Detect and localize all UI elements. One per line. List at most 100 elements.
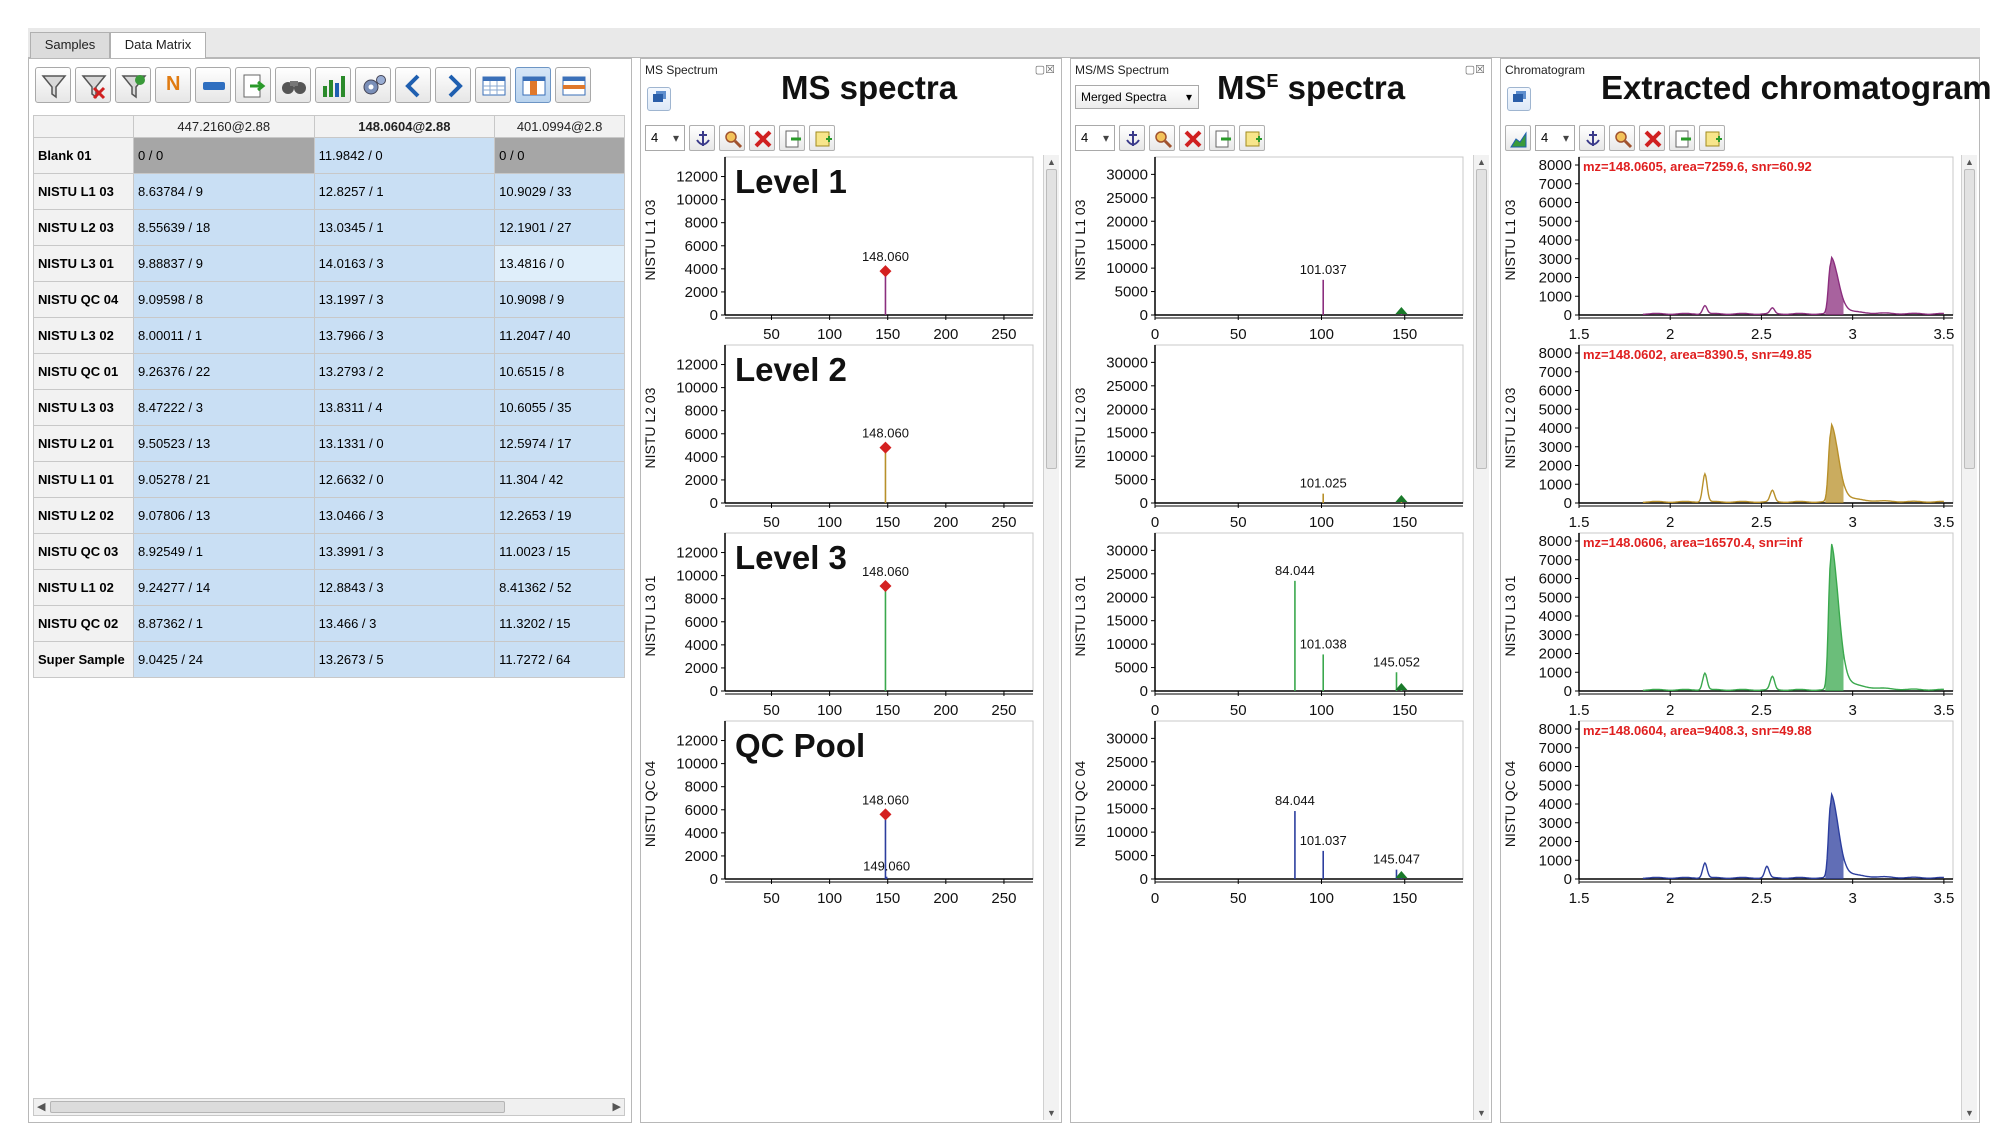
bar-chart-button[interactable]	[315, 67, 351, 103]
panel-close-icon[interactable]: ▢☒	[1034, 64, 1055, 76]
data-cell[interactable]: 8.63784 / 9	[132, 173, 315, 210]
data-cell[interactable]: 10.6515 / 8	[494, 353, 625, 390]
data-cell[interactable]: 12.8843 / 3	[313, 569, 496, 606]
settings-button[interactable]	[355, 67, 391, 103]
view-mode-button[interactable]	[1507, 87, 1531, 111]
data-cell[interactable]: 9.88837 / 9	[132, 245, 315, 282]
zoom-button[interactable]	[719, 125, 745, 151]
data-cell[interactable]: 10.6055 / 35	[494, 389, 625, 426]
scroll-left-icon[interactable]: ◀	[37, 1101, 46, 1113]
data-cell[interactable]: 13.3991 / 3	[313, 533, 496, 570]
data-cell[interactable]: 13.4816 / 0	[494, 245, 625, 282]
row-header[interactable]: NISTU QC 04	[33, 281, 134, 318]
filter-button[interactable]	[35, 67, 71, 103]
previous-button[interactable]	[395, 67, 431, 103]
row-header[interactable]: Super Sample	[33, 641, 134, 678]
export-button[interactable]	[1209, 125, 1235, 151]
vertical-scrollbar[interactable]: ▲ ▼	[1473, 155, 1489, 1120]
scroll-up-icon[interactable]: ▲	[1047, 157, 1056, 167]
row-header[interactable]: NISTU L1 02	[33, 569, 134, 606]
scroll-down-icon[interactable]: ▼	[1047, 1108, 1056, 1118]
clear-button[interactable]	[749, 125, 775, 151]
table-row[interactable]: NISTU QC 01 9.26376 / 22 13.2793 / 2 10.651…	[33, 353, 625, 390]
data-cell[interactable]: 9.0425 / 24	[132, 641, 315, 678]
panel-close-icon[interactable]: ▢☒	[1464, 64, 1485, 76]
table-row[interactable]: NISTU QC 03 8.92549 / 1 13.3991 / 3 11.0023…	[33, 533, 625, 570]
column-header[interactable]: 447.2160@2.88	[132, 115, 315, 138]
data-cell[interactable]: 9.07806 / 13	[132, 497, 315, 534]
table-row[interactable]: NISTU L3 02 8.00011 / 1 13.7966 / 3 11.2047…	[33, 317, 625, 354]
anchor-button[interactable]	[689, 125, 715, 151]
table-row[interactable]: NISTU L2 03 8.55639 / 18 13.0345 / 1 12.190…	[33, 209, 625, 246]
column-header[interactable]: 401.0994@2.8	[494, 115, 625, 138]
row-header[interactable]: NISTU L1 01	[33, 461, 134, 498]
data-cell[interactable]: 13.0466 / 3	[313, 497, 496, 534]
data-cell[interactable]: 13.7966 / 3	[313, 317, 496, 354]
tab-data-matrix[interactable]: Data Matrix	[110, 32, 206, 59]
data-cell[interactable]: 8.47222 / 3	[132, 389, 315, 426]
scrollbar-thumb[interactable]	[1046, 169, 1057, 469]
data-cell[interactable]: 9.24277 / 14	[132, 569, 315, 606]
row-header[interactable]: NISTU L3 03	[33, 389, 134, 426]
table-row[interactable]: NISTU L1 03 8.63784 / 9 12.8257 / 1 10.9029…	[33, 173, 625, 210]
data-cell[interactable]: 13.2793 / 2	[313, 353, 496, 390]
data-cell[interactable]: 13.2673 / 5	[313, 641, 496, 678]
column-view-button[interactable]	[515, 67, 551, 103]
export-button[interactable]	[1669, 125, 1695, 151]
remove-button[interactable]	[195, 67, 231, 103]
data-cell[interactable]: 8.00011 / 1	[132, 317, 315, 354]
data-cell[interactable]: 13.1331 / 0	[313, 425, 496, 462]
data-cell[interactable]: 12.1901 / 27	[494, 209, 625, 246]
scroll-up-icon[interactable]: ▲	[1477, 157, 1486, 167]
merged-spectra-dropdown[interactable]: Merged Spectra	[1075, 85, 1199, 109]
data-cell[interactable]: 11.0023 / 15	[494, 533, 625, 570]
data-cell[interactable]: 8.55639 / 18	[132, 209, 315, 246]
zoom-button[interactable]	[1149, 125, 1175, 151]
scrollbar-thumb[interactable]	[50, 1101, 505, 1113]
table-row[interactable]: NISTU L1 01 9.05278 / 21 12.6632 / 0 11.304…	[33, 461, 625, 498]
chart-button[interactable]	[1505, 125, 1531, 151]
data-cell[interactable]: 12.8257 / 1	[313, 173, 496, 210]
table-view-button[interactable]	[475, 67, 511, 103]
data-cell[interactable]: 9.05278 / 21	[132, 461, 315, 498]
data-cell[interactable]: 8.41362 / 52	[494, 569, 625, 606]
vertical-scrollbar[interactable]: ▲ ▼	[1043, 155, 1059, 1120]
scrollbar-thumb[interactable]	[1476, 169, 1487, 469]
table-row[interactable]: NISTU L3 03 8.47222 / 3 13.8311 / 4 10.6055…	[33, 389, 625, 426]
row-header[interactable]: NISTU L2 02	[33, 497, 134, 534]
data-cell[interactable]: 10.9029 / 33	[494, 173, 625, 210]
scroll-down-icon[interactable]: ▼	[1965, 1108, 1974, 1118]
data-cell[interactable]: 13.466 / 3	[313, 605, 496, 642]
table-row[interactable]: NISTU L2 02 9.07806 / 13 13.0466 / 3 12.265…	[33, 497, 625, 534]
data-cell[interactable]: 10.9098 / 9	[494, 281, 625, 318]
data-cell[interactable]: 11.3202 / 15	[494, 605, 625, 642]
row-header[interactable]: NISTU L1 03	[33, 173, 134, 210]
table-row[interactable]: NISTU QC 04 9.09598 / 8 13.1997 / 3 10.9098…	[33, 281, 625, 318]
tab-samples[interactable]: Samples	[30, 32, 110, 58]
scroll-right-icon[interactable]: ▶	[612, 1101, 621, 1113]
table-row[interactable]: NISTU QC 02 8.87362 / 1 13.466 / 3 11.3202 …	[33, 605, 625, 642]
data-cell[interactable]: 11.304 / 42	[494, 461, 625, 498]
layout-combo[interactable]: 4	[1535, 125, 1575, 151]
table-row[interactable]: NISTU L1 02 9.24277 / 14 12.8843 / 3 8.4136…	[33, 569, 625, 606]
row-header[interactable]: NISTU L2 03	[33, 209, 134, 246]
data-cell[interactable]: 0 / 0	[494, 137, 625, 174]
row-header[interactable]: NISTU L2 01	[33, 425, 134, 462]
layout-combo[interactable]: 4	[1075, 125, 1115, 151]
data-cell[interactable]: 9.50523 / 13	[132, 425, 315, 462]
zoom-button[interactable]	[1609, 125, 1635, 151]
row-header[interactable]: NISTU QC 02	[33, 605, 134, 642]
column-header-selected[interactable]: 148.0604@2.88	[313, 115, 496, 138]
export-button[interactable]	[779, 125, 805, 151]
row-header[interactable]: NISTU L3 01	[33, 245, 134, 282]
data-cell[interactable]: 9.09598 / 8	[132, 281, 315, 318]
remove-filter-button[interactable]	[75, 67, 111, 103]
green-filter-button[interactable]	[115, 67, 151, 103]
row-header[interactable]: NISTU QC 01	[33, 353, 134, 390]
data-cell[interactable]: 12.6632 / 0	[313, 461, 496, 498]
horizontal-scrollbar[interactable]: ◀ ▶	[33, 1098, 625, 1116]
